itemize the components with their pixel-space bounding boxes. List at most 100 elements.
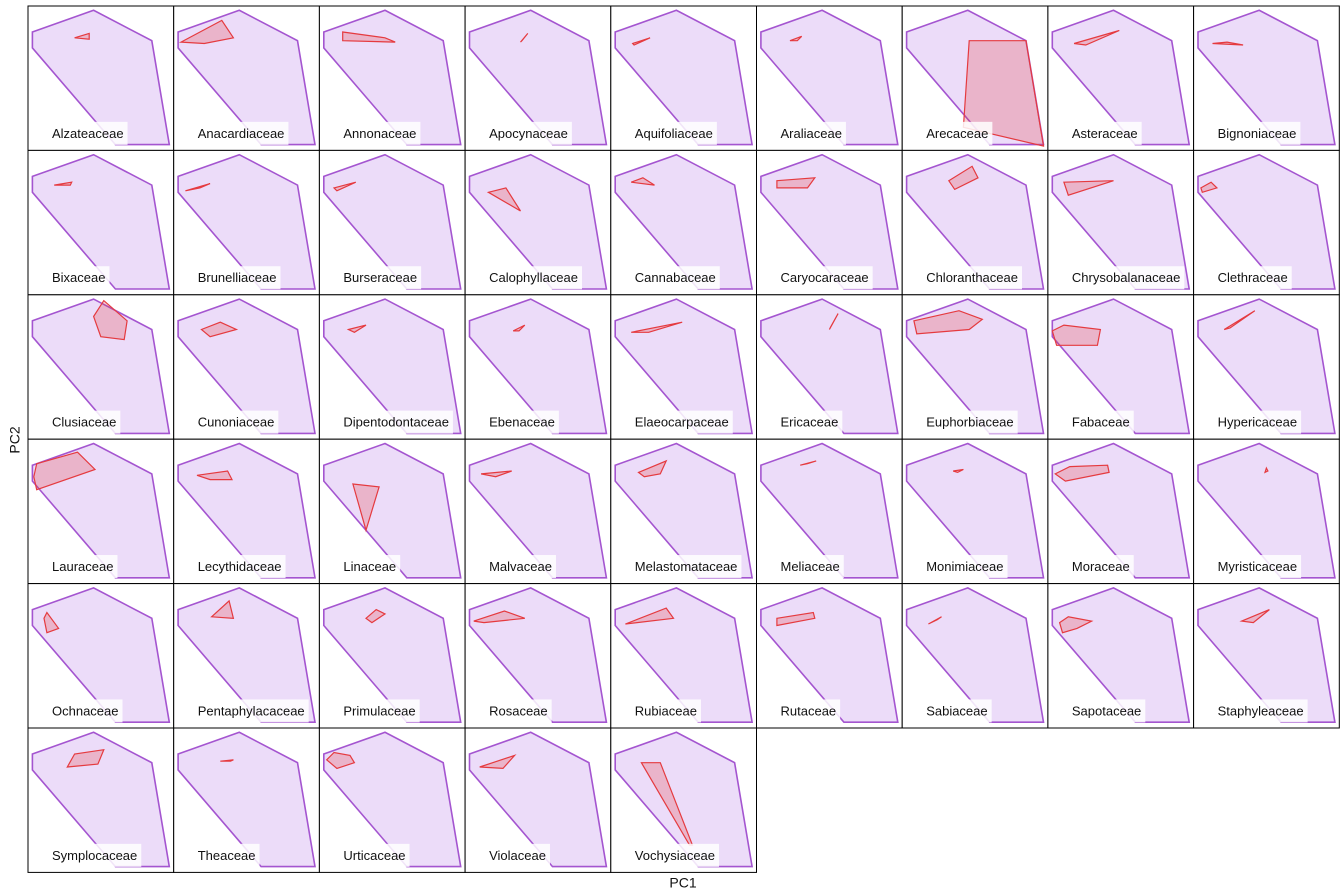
envelope-hull [614, 731, 754, 868]
envelope-hull [31, 153, 171, 290]
family-hull [1073, 29, 1120, 46]
panel: Moraceae [1047, 438, 1195, 585]
family-hull [473, 610, 526, 624]
panel: Sapotaceae [1047, 583, 1195, 729]
panel-label: Bignoniaceae [1218, 126, 1297, 141]
panel-label: Clusiaceae [52, 415, 116, 430]
label-background [630, 555, 742, 579]
panel-label: Bixaceae [52, 270, 105, 285]
panel-label: Elaeocarpaceae [635, 415, 729, 430]
family-hull [789, 35, 803, 42]
label-background [485, 121, 572, 145]
family-hull [800, 460, 817, 466]
panel: Violaceae [464, 727, 612, 873]
family-hull [631, 37, 651, 46]
family-hull [185, 183, 211, 192]
family-hull [92, 299, 128, 341]
label-background [339, 266, 422, 290]
envelope-hull [760, 9, 899, 146]
label-background [1213, 410, 1302, 434]
envelope-hull [322, 9, 462, 146]
panel: Symplocaceae [27, 727, 175, 873]
envelope-hull [614, 153, 754, 290]
envelope-hull [1051, 153, 1191, 290]
panel: Clusiaceae [27, 294, 175, 440]
panel: Theaceae [173, 727, 320, 873]
label-background [193, 266, 281, 290]
panel: Calophyllaceae [464, 149, 612, 296]
panel: Ochnaceae [27, 583, 175, 729]
family-hull [1054, 464, 1110, 482]
panel-label: Monimiaceae [926, 559, 1003, 574]
panel-label: Malvaceae [489, 559, 552, 574]
family-hull [1058, 616, 1094, 634]
panel: Ericaceae [756, 294, 903, 440]
envelope-hull [177, 298, 316, 435]
panel: Fabaceae [1047, 294, 1195, 440]
label-background [193, 555, 286, 579]
envelope-hull [177, 587, 316, 724]
family-hull [637, 459, 668, 478]
label-background [1213, 121, 1301, 145]
panel-label: Ebenaceae [489, 415, 555, 430]
panel: Meliaceae [756, 438, 903, 585]
panel-label: Hypericaceae [1218, 415, 1298, 430]
family-hull [1223, 310, 1256, 331]
panel-label: Arecaceae [926, 126, 988, 141]
panel-label: Clethraceae [1218, 270, 1288, 285]
envelope-hull [322, 587, 462, 724]
label-background [1213, 266, 1292, 290]
label-background [339, 843, 410, 867]
family-hull [1212, 41, 1244, 46]
label-background [922, 121, 993, 145]
family-hull [325, 751, 356, 770]
label-background [1067, 266, 1185, 290]
label-background [193, 121, 289, 145]
envelope-hull [905, 587, 1045, 724]
panel: Brunelliaceae [173, 149, 320, 296]
envelope-hull [614, 442, 754, 579]
envelope-hull [1197, 442, 1336, 579]
family-hull [928, 616, 942, 625]
family-hull [178, 19, 235, 45]
label-background [630, 699, 701, 723]
panel: Pentaphylacaceae [173, 583, 320, 729]
panel: Rutaceae [756, 583, 903, 729]
label-background [339, 121, 421, 145]
label-background [339, 555, 401, 579]
envelope-hull [760, 298, 899, 435]
envelope-hull [1197, 587, 1336, 724]
panel-label: Lecythidaceae [198, 559, 282, 574]
panel-label: Araliaceae [781, 126, 842, 141]
panel-label: Asteraceae [1072, 126, 1138, 141]
family-hull [196, 470, 233, 481]
envelope-hull [1051, 298, 1191, 435]
label-background [48, 121, 128, 145]
panel: Vochysiaceae [610, 727, 757, 873]
family-hull [953, 468, 964, 474]
family-hull [200, 321, 239, 338]
envelope-hull [1051, 9, 1191, 146]
panel-label: Caryocaraceae [781, 270, 869, 285]
family-hull [346, 324, 367, 333]
family-hull [220, 759, 234, 762]
label-background [339, 699, 420, 723]
panel: Hypericaceae [1193, 294, 1340, 440]
family-hull [210, 599, 235, 619]
panel: Staphyleaceae [1193, 583, 1340, 729]
envelope-hull [31, 587, 171, 724]
panel: Annonaceae [318, 5, 466, 151]
panel-label: Moraceae [1072, 559, 1130, 574]
panel: Burseraceae [318, 149, 466, 296]
label-background [485, 843, 550, 867]
envelope-hull [1197, 153, 1336, 290]
panel: Rubiaceae [610, 583, 757, 729]
family-hull [74, 32, 90, 40]
panel: Chloranthaceae [901, 149, 1049, 296]
panel: Apocynaceae [464, 5, 612, 151]
panel: Linaceae [318, 438, 466, 585]
panel: Aquifoliaceae [610, 5, 757, 151]
envelope-hull [322, 298, 462, 435]
family-hull [1200, 181, 1219, 194]
